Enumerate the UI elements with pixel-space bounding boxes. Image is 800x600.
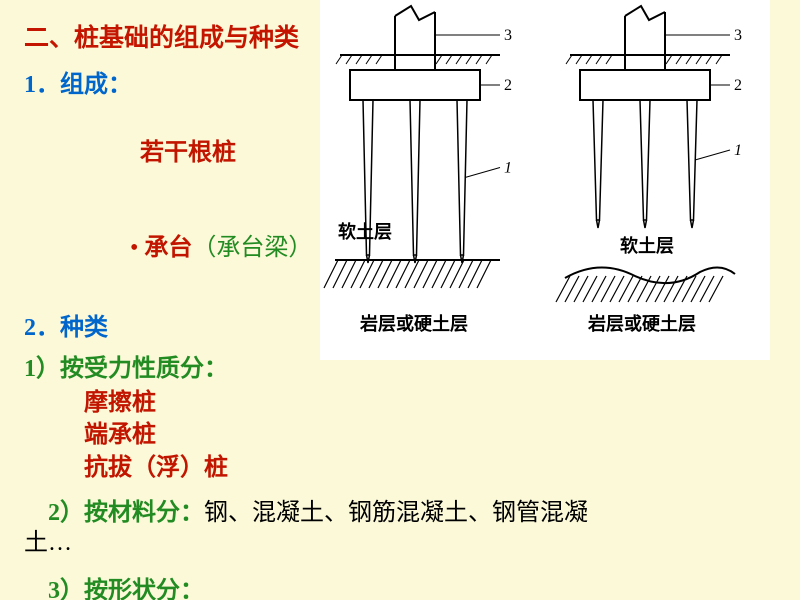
sec1-line2a: 承台 — [144, 235, 192, 261]
sec2-2-rest: 钢、混凝土、钢筋混凝土、钢管混凝 — [204, 500, 588, 526]
sec2-2-tail: 土… — [24, 528, 776, 558]
sec2-2-head: 2）按材料分： — [48, 500, 204, 526]
sec1-line2: 承台（承台梁） — [94, 200, 776, 289]
sec2-1-items: 摩擦桩 端承桩 抗拔（浮）桩 — [84, 387, 776, 484]
sec1-head: 1．组成： — [24, 64, 776, 99]
slide-root: 321321软土层软土层岩层或硬土层岩层或硬土层 二、桩基础的组成与种类 1．组… — [0, 0, 800, 600]
sec2-1: 1）按受力性质分： — [24, 348, 776, 383]
sec2-head: 2．种类 — [24, 307, 776, 342]
bullet — [130, 235, 144, 261]
pile-type-uplift: 抗拔（浮）桩 — [84, 452, 776, 484]
sec1-line1-text: 若干根桩 — [140, 140, 236, 166]
sec2-2-row: 2）按材料分：钢、混凝土、钢筋混凝土、钢管混凝 土… — [48, 498, 776, 558]
pile-type-end-bearing: 端承桩 — [84, 419, 776, 451]
sec1-line1: 若干根桩 — [104, 105, 776, 194]
text-block: 二、桩基础的组成与种类 1．组成： 若干根桩 承台（承台梁） 2．种类 1）按受… — [24, 18, 776, 600]
pile-type-friction: 摩擦桩 — [84, 387, 776, 419]
sec2-3-head: 3）按形状分： — [48, 570, 776, 600]
section-title: 二、桩基础的组成与种类 — [24, 18, 776, 54]
sec1-line2b: （承台梁） — [192, 235, 312, 261]
